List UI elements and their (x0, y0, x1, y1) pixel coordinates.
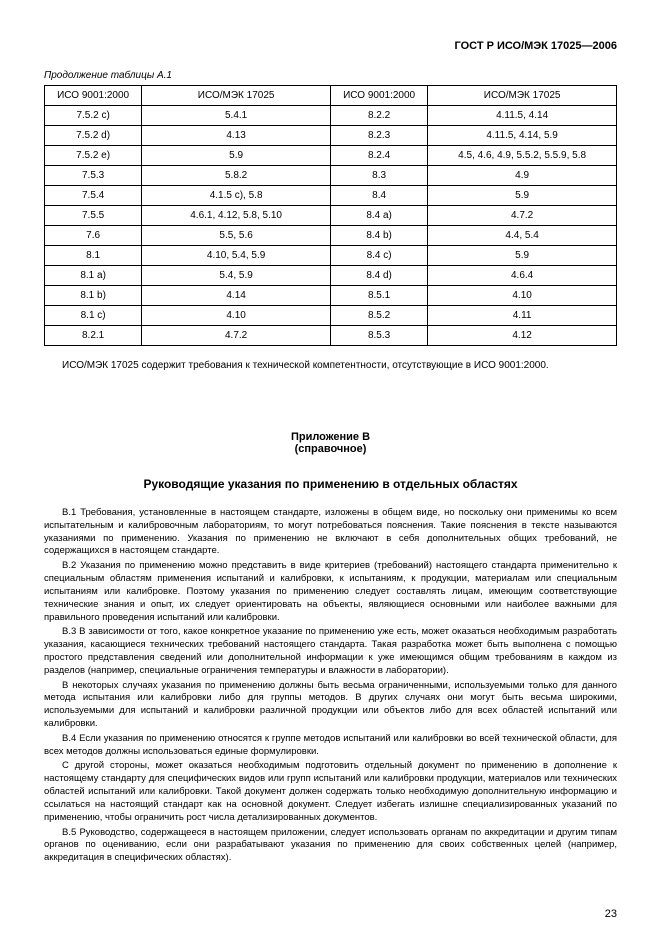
table-cell: 8.2.4 (330, 146, 427, 166)
table-cell: 7.5.2 d) (45, 126, 142, 146)
document-header: ГОСТ Р ИСО/МЭК 17025—2006 (44, 40, 617, 52)
table-cell: 8.1 (45, 246, 142, 266)
table-row: 8.14.10, 5.4, 5.98.4 c)5.9 (45, 246, 617, 266)
body-paragraph: В.3 В зависимости от того, какое конкрет… (44, 626, 617, 677)
table-cell: 5.5, 5.6 (142, 226, 331, 246)
body-paragraph: В.2 Указания по применению можно предста… (44, 560, 617, 624)
table-cell: 4.10, 5.4, 5.9 (142, 246, 331, 266)
table-cell: 8.4 (330, 186, 427, 206)
table-header-cell: ИСО 9001:2000 (45, 86, 142, 106)
table-cell: 5.9 (428, 246, 617, 266)
page-number: 23 (605, 908, 617, 920)
table-cell: 4.7.2 (428, 206, 617, 226)
table-row: 7.5.2 d)4.138.2.34.11.5, 4.14, 5.9 (45, 126, 617, 146)
table-cell: 8.3 (330, 166, 427, 186)
table-cell: 4.14 (142, 286, 331, 306)
table-cell: 8.4 c) (330, 246, 427, 266)
table-caption: Продолжение таблицы А.1 (44, 70, 617, 81)
table-cell: 8.1 c) (45, 306, 142, 326)
annex-label: Приложение В (44, 431, 617, 443)
table-cell: 4.5, 4.6, 4.9, 5.5.2, 5.5.9, 5.8 (428, 146, 617, 166)
table-cell: 4.10 (142, 306, 331, 326)
table-row: 7.5.44.1.5 c), 5.88.45.9 (45, 186, 617, 206)
table-cell: 4.1.5 c), 5.8 (142, 186, 331, 206)
table-cell: 7.6 (45, 226, 142, 246)
table-cell: 4.12 (428, 326, 617, 346)
body-paragraph: В.5 Руководство, содержащееся в настояще… (44, 827, 617, 865)
table-row: 8.1 b)4.148.5.14.10 (45, 286, 617, 306)
body-text: В.1 Требования, установленные в настояще… (44, 507, 617, 865)
table-cell: 4.10 (428, 286, 617, 306)
table-cell: 4.9 (428, 166, 617, 186)
annex-sub: (справочное) (44, 443, 617, 455)
table-cell: 8.1 a) (45, 266, 142, 286)
table-cell: 4.11.5, 4.14, 5.9 (428, 126, 617, 146)
table-cell: 5.9 (142, 146, 331, 166)
table-cell: 5.4, 5.9 (142, 266, 331, 286)
table-note: ИСО/МЭК 17025 содержит требования к техн… (62, 360, 617, 371)
table-cell: 7.5.5 (45, 206, 142, 226)
table-cell: 4.13 (142, 126, 331, 146)
table-cell: 8.2.1 (45, 326, 142, 346)
table-row: 7.5.54.6.1, 4.12, 5.8, 5.108.4 a)4.7.2 (45, 206, 617, 226)
cross-reference-table: ИСО 9001:2000ИСО/МЭК 17025ИСО 9001:2000И… (44, 85, 617, 346)
table-cell: 8.5.1 (330, 286, 427, 306)
table-cell: 8.1 b) (45, 286, 142, 306)
table-cell: 7.5.3 (45, 166, 142, 186)
table-cell: 4.11 (428, 306, 617, 326)
body-paragraph: С другой стороны, может оказаться необхо… (44, 760, 617, 824)
body-paragraph: В.1 Требования, установленные в настояще… (44, 507, 617, 558)
body-paragraph: В некоторых случаях указания по применен… (44, 680, 617, 731)
table-cell: 7.5.2 c) (45, 106, 142, 126)
table-row: 7.5.2 c)5.4.18.2.24.11.5, 4.14 (45, 106, 617, 126)
table-cell: 8.2.3 (330, 126, 427, 146)
table-row: 7.5.2 e)5.98.2.44.5, 4.6, 4.9, 5.5.2, 5.… (45, 146, 617, 166)
table-cell: 5.8.2 (142, 166, 331, 186)
table-cell: 4.4, 5.4 (428, 226, 617, 246)
table-header-cell: ИСО/МЭК 17025 (428, 86, 617, 106)
table-row: 7.65.5, 5.68.4 b)4.4, 5.4 (45, 226, 617, 246)
table-header-cell: ИСО 9001:2000 (330, 86, 427, 106)
table-cell: 7.5.4 (45, 186, 142, 206)
table-cell: 5.4.1 (142, 106, 331, 126)
body-paragraph: В.4 Если указания по применению относятс… (44, 733, 617, 759)
table-cell: 4.11.5, 4.14 (428, 106, 617, 126)
table-cell: 8.4 b) (330, 226, 427, 246)
table-cell: 4.6.4 (428, 266, 617, 286)
table-cell: 7.5.2 e) (45, 146, 142, 166)
table-row: 7.5.35.8.28.34.9 (45, 166, 617, 186)
table-row: 8.2.14.7.28.5.34.12 (45, 326, 617, 346)
table-cell: 4.7.2 (142, 326, 331, 346)
table-cell: 4.6.1, 4.12, 5.8, 5.10 (142, 206, 331, 226)
table-header-cell: ИСО/МЭК 17025 (142, 86, 331, 106)
table-row: 8.1 c)4.108.5.24.11 (45, 306, 617, 326)
table-cell: 5.9 (428, 186, 617, 206)
table-cell: 8.5.2 (330, 306, 427, 326)
table-cell: 8.4 d) (330, 266, 427, 286)
table-cell: 8.4 a) (330, 206, 427, 226)
table-row: 8.1 a)5.4, 5.98.4 d)4.6.4 (45, 266, 617, 286)
table-cell: 8.2.2 (330, 106, 427, 126)
annex-title: Руководящие указания по применению в отд… (44, 477, 617, 491)
table-cell: 8.5.3 (330, 326, 427, 346)
